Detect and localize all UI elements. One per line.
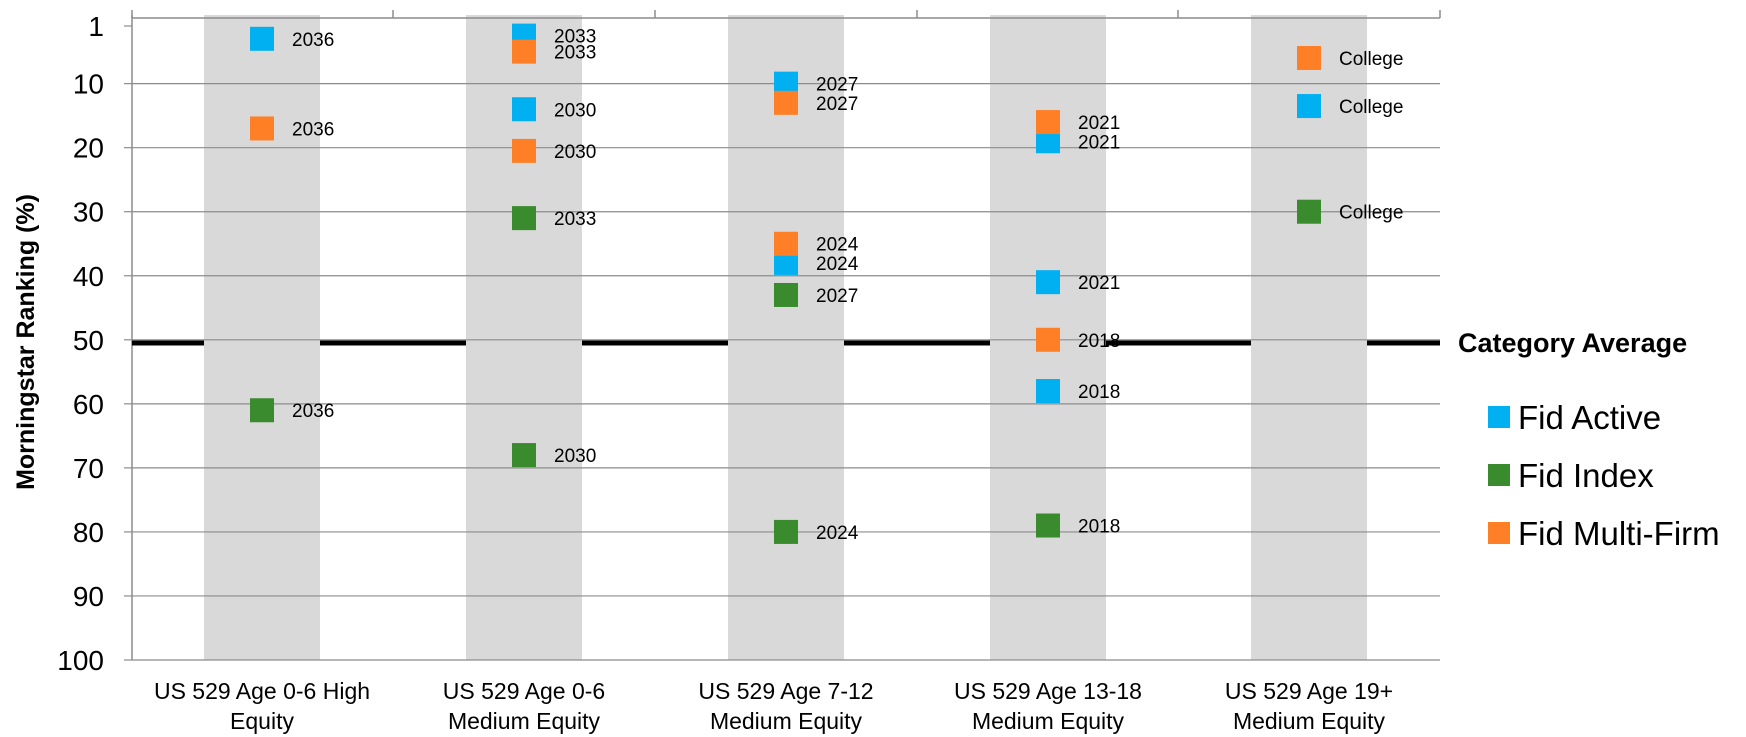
legend-swatch <box>1488 522 1510 544</box>
data-point-marker <box>1297 94 1321 119</box>
y-tick-label: 20 <box>73 133 104 164</box>
y-tick-label: 30 <box>73 197 104 228</box>
data-point-label: 2021 <box>1078 273 1120 294</box>
data-point-marker <box>1297 46 1321 71</box>
y-tick-label: 10 <box>73 69 104 100</box>
data-point-marker <box>1036 379 1060 404</box>
data-point-label: 2036 <box>292 401 334 422</box>
data-point-label: 2018 <box>1078 382 1120 403</box>
data-point-marker <box>250 116 274 141</box>
data-point-marker <box>774 282 798 307</box>
data-point-marker <box>774 231 798 256</box>
x-category-label: US 529 Age 19+ Medium Equity <box>1225 678 1393 734</box>
category-band <box>728 15 844 660</box>
data-point-marker <box>512 206 536 231</box>
data-point-label: 2030 <box>554 100 596 121</box>
y-tick-label: 40 <box>73 261 104 292</box>
data-point-label: 2021 <box>1078 132 1120 153</box>
y-tick-label: 90 <box>73 581 104 612</box>
category-average-label: Category Average <box>1458 328 1687 358</box>
category-band <box>204 15 320 660</box>
data-point-label: College <box>1339 203 1403 224</box>
category-band <box>466 15 582 660</box>
data-point-marker <box>512 443 536 468</box>
data-point-label: College <box>1339 49 1403 70</box>
legend-swatch <box>1488 406 1510 428</box>
data-point-marker <box>1036 270 1060 295</box>
y-tick-label: 100 <box>57 645 104 676</box>
y-tick-label: 80 <box>73 517 104 548</box>
y-tick-label: 1 <box>88 11 104 42</box>
data-point-label: 2030 <box>554 446 596 467</box>
category-band <box>1251 15 1367 660</box>
y-tick-label: 60 <box>73 389 104 420</box>
data-point-marker <box>512 97 536 122</box>
data-point-label: College <box>1339 97 1403 118</box>
legend-label: Fid Active <box>1518 399 1661 436</box>
data-point-label: 2024 <box>816 254 859 275</box>
data-point-label: 2033 <box>554 43 596 64</box>
x-category-label: US 529 Age 7-12 Medium Equity <box>698 678 873 734</box>
data-point-marker <box>250 26 274 51</box>
data-point-marker <box>774 519 798 544</box>
data-point-label: 2018 <box>1078 331 1120 352</box>
legend: Fid Active Fid Index Fid Multi-Firm <box>1488 399 1720 552</box>
legend-swatch <box>1488 464 1510 486</box>
data-point-label: 2036 <box>292 119 334 140</box>
data-point-label: 2027 <box>816 94 858 115</box>
data-point-marker <box>1036 327 1060 352</box>
data-point-label: 2024 <box>816 235 859 256</box>
data-point-label: 2024 <box>816 523 859 544</box>
x-category-label: US 529 Age 13-18 Medium Equity <box>954 678 1142 734</box>
data-point-label: 2027 <box>816 75 858 96</box>
data-point-label: 2033 <box>554 27 596 48</box>
data-point-label: 2030 <box>554 142 596 163</box>
data-point-marker <box>250 398 274 423</box>
legend-label: Fid Multi-Firm <box>1518 515 1720 552</box>
y-tick-label: 70 <box>73 453 104 484</box>
data-points: 2036 2033203020272024202120212018College2… <box>250 23 1403 544</box>
data-point-marker <box>1036 110 1060 135</box>
category-average-line-group: Category Average <box>132 328 1687 358</box>
y-tick-label: 50 <box>73 325 104 356</box>
axes: US 529 Age 0-6 High Equity US 529 Age 0-6 M… <box>131 10 1441 734</box>
data-point-marker <box>512 138 536 163</box>
data-point-label: 2018 <box>1078 517 1120 538</box>
data-point-label: 2033 <box>554 209 596 230</box>
y-axis-label: Morningstar Ranking (%) <box>12 194 40 490</box>
data-point-label: 2021 <box>1078 113 1120 134</box>
data-point-marker <box>774 90 798 115</box>
x-category-label: US 529 Age 0-6 High Equity <box>154 678 370 734</box>
data-point-marker <box>1297 199 1321 224</box>
data-point-label: 2027 <box>816 286 858 307</box>
data-point-label: 2036 <box>292 30 334 51</box>
data-point-marker <box>1036 513 1060 538</box>
x-category-label: US 529 Age 0-6 Medium Equity <box>443 678 605 734</box>
legend-label: Fid Index <box>1518 457 1654 494</box>
data-point-marker <box>512 39 536 64</box>
